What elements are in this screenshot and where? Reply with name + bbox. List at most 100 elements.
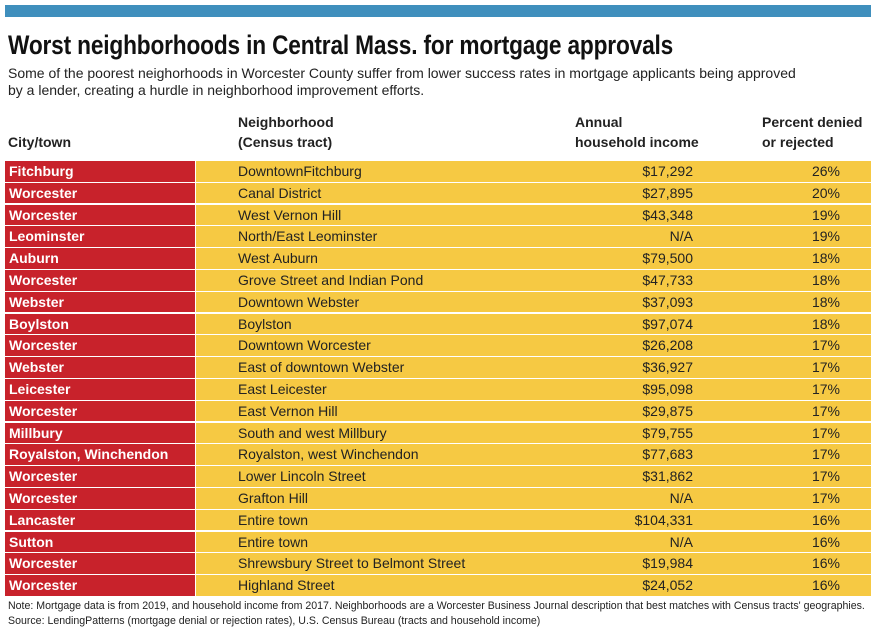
column-header: household income bbox=[575, 134, 699, 150]
percent-cell: 19% bbox=[811, 228, 840, 245]
income-cell: $26,208 bbox=[642, 337, 693, 354]
table-row: Worcester East Vernon Hill $29,875 17% bbox=[5, 400, 871, 422]
neighborhood-cell: Downtown Worcester bbox=[238, 337, 371, 354]
neighborhood-cell: West Vernon Hill bbox=[238, 206, 342, 223]
percent-cell: 18% bbox=[811, 250, 840, 267]
income-cell: $97,074 bbox=[642, 315, 693, 332]
neighborhood-cell: Entire town bbox=[238, 533, 309, 550]
row-background bbox=[196, 553, 871, 574]
income-cell: N/A bbox=[669, 228, 693, 245]
percent-cell: 18% bbox=[811, 315, 840, 332]
percent-cell: 17% bbox=[811, 446, 840, 463]
row-background bbox=[196, 335, 871, 356]
percent-cell: 18% bbox=[811, 293, 840, 310]
city-cell: Worcester bbox=[5, 575, 195, 596]
city-cell: Worcester bbox=[5, 488, 195, 509]
row-background bbox=[196, 488, 871, 509]
row-background bbox=[196, 161, 871, 182]
title: Worst neighborhoods in Central Mass. for… bbox=[8, 30, 674, 60]
table-row: Webster Downtown Webster $37,093 18% bbox=[5, 291, 871, 313]
row-background bbox=[196, 400, 871, 422]
city-cell: Sutton bbox=[5, 531, 195, 553]
neighborhood-cell: East Vernon Hill bbox=[238, 402, 338, 419]
footnote: Source: LendingPatterns (mortgage denial… bbox=[8, 615, 541, 627]
city-cell: Lancaster bbox=[5, 509, 195, 531]
income-cell: $24,052 bbox=[642, 577, 693, 594]
neighborhood-cell: East Leicester bbox=[238, 381, 327, 397]
row-background bbox=[196, 357, 871, 378]
row-background bbox=[196, 291, 871, 313]
row-background bbox=[196, 531, 871, 553]
neighborhood-cell: East of downtown Webster bbox=[238, 359, 405, 376]
neighborhood-cell: Grove Street and Indian Pond bbox=[238, 272, 424, 288]
row-background bbox=[196, 466, 871, 487]
percent-cell: 17% bbox=[811, 381, 840, 397]
income-cell: $17,292 bbox=[642, 163, 693, 179]
table-row: Worcester Highland Street $24,052 16% bbox=[5, 575, 871, 596]
percent-cell: 18% bbox=[811, 272, 840, 288]
table-row: Boylston Boylston $97,074 18% bbox=[5, 313, 871, 335]
income-cell: $95,098 bbox=[642, 381, 693, 397]
table-row: Worcester Lower Lincoln Street $31,862 17% bbox=[5, 466, 871, 487]
table-row: Auburn West Auburn $79,500 18% bbox=[5, 248, 871, 269]
income-cell: $79,755 bbox=[642, 424, 693, 441]
column-header: (Census tract) bbox=[238, 134, 333, 150]
income-cell: $31,862 bbox=[642, 468, 693, 485]
table-row: Leominster North/East Leominster N/A 19% bbox=[5, 226, 871, 247]
row-background bbox=[196, 509, 871, 531]
neighborhood-cell: South and west Millbury bbox=[238, 424, 387, 441]
city-cell: Worcester bbox=[5, 553, 195, 574]
neighborhood-cell: Highland Street bbox=[238, 577, 335, 594]
row-background bbox=[196, 248, 871, 269]
city-cell: Worcester bbox=[5, 335, 195, 356]
row-background bbox=[196, 444, 871, 465]
neighborhood-cell: Canal District bbox=[238, 184, 322, 201]
column-header: Neighborhood bbox=[238, 114, 334, 130]
city-cell: Fitchburg bbox=[5, 161, 195, 182]
table-row: Fitchburg DowntownFitchburg $17,292 26% bbox=[5, 161, 871, 182]
neighborhood-cell: DowntownFitchburg bbox=[238, 163, 362, 179]
city-cell: Worcester bbox=[5, 400, 195, 422]
city-cell: Boylston bbox=[5, 313, 195, 335]
row-background bbox=[196, 204, 871, 226]
income-cell: $43,348 bbox=[642, 206, 693, 223]
row-background bbox=[196, 575, 871, 596]
city-cell: Worcester bbox=[5, 204, 195, 226]
table-row: Worcester West Vernon Hill $43,348 19% bbox=[5, 204, 871, 226]
city-cell: Leicester bbox=[5, 379, 195, 400]
percent-cell: 16% bbox=[811, 533, 840, 550]
row-background bbox=[196, 313, 871, 335]
subtitle: by a lender, creating a hurdle in neighb… bbox=[8, 82, 425, 98]
income-cell: $37,093 bbox=[642, 293, 693, 310]
percent-cell: 17% bbox=[811, 402, 840, 419]
income-cell: N/A bbox=[669, 533, 693, 550]
table-row: Worcester Canal District $27,895 20% bbox=[5, 182, 871, 204]
row-background bbox=[196, 182, 871, 204]
income-cell: $47,733 bbox=[642, 272, 693, 288]
income-cell: $104,331 bbox=[634, 511, 693, 528]
city-cell: Worcester bbox=[5, 270, 195, 291]
neighborhood-cell: Boylston bbox=[238, 315, 292, 332]
percent-cell: 17% bbox=[811, 359, 840, 376]
percent-cell: 19% bbox=[811, 206, 840, 223]
income-cell: $19,984 bbox=[642, 555, 693, 572]
city-cell: Webster bbox=[5, 357, 195, 378]
neighborhood-cell: Entire town bbox=[238, 511, 309, 528]
column-header: or rejected bbox=[762, 134, 834, 150]
percent-cell: 16% bbox=[811, 511, 840, 528]
table-row: Worcester Downtown Worcester $26,208 17% bbox=[5, 335, 871, 356]
income-cell: $77,683 bbox=[642, 446, 693, 463]
top-bar bbox=[5, 5, 871, 17]
table-row: Leicester East Leicester $95,098 17% bbox=[5, 379, 871, 400]
table-row: Worcester Grafton Hill N/A 17% bbox=[5, 488, 871, 509]
city-cell: Millbury bbox=[5, 422, 195, 444]
table-row: Sutton Entire town N/A 16% bbox=[5, 531, 871, 553]
neighborhood-cell: West Auburn bbox=[238, 250, 318, 267]
income-cell: $36,927 bbox=[642, 359, 693, 376]
percent-cell: 20% bbox=[811, 184, 840, 201]
column-header: Percent denied bbox=[762, 114, 863, 130]
table-row: Lancaster Entire town $104,331 16% bbox=[5, 509, 871, 531]
city-cell: Auburn bbox=[5, 248, 195, 269]
neighborhood-cell: Royalston, west Winchendon bbox=[238, 446, 419, 463]
row-background bbox=[196, 379, 871, 400]
